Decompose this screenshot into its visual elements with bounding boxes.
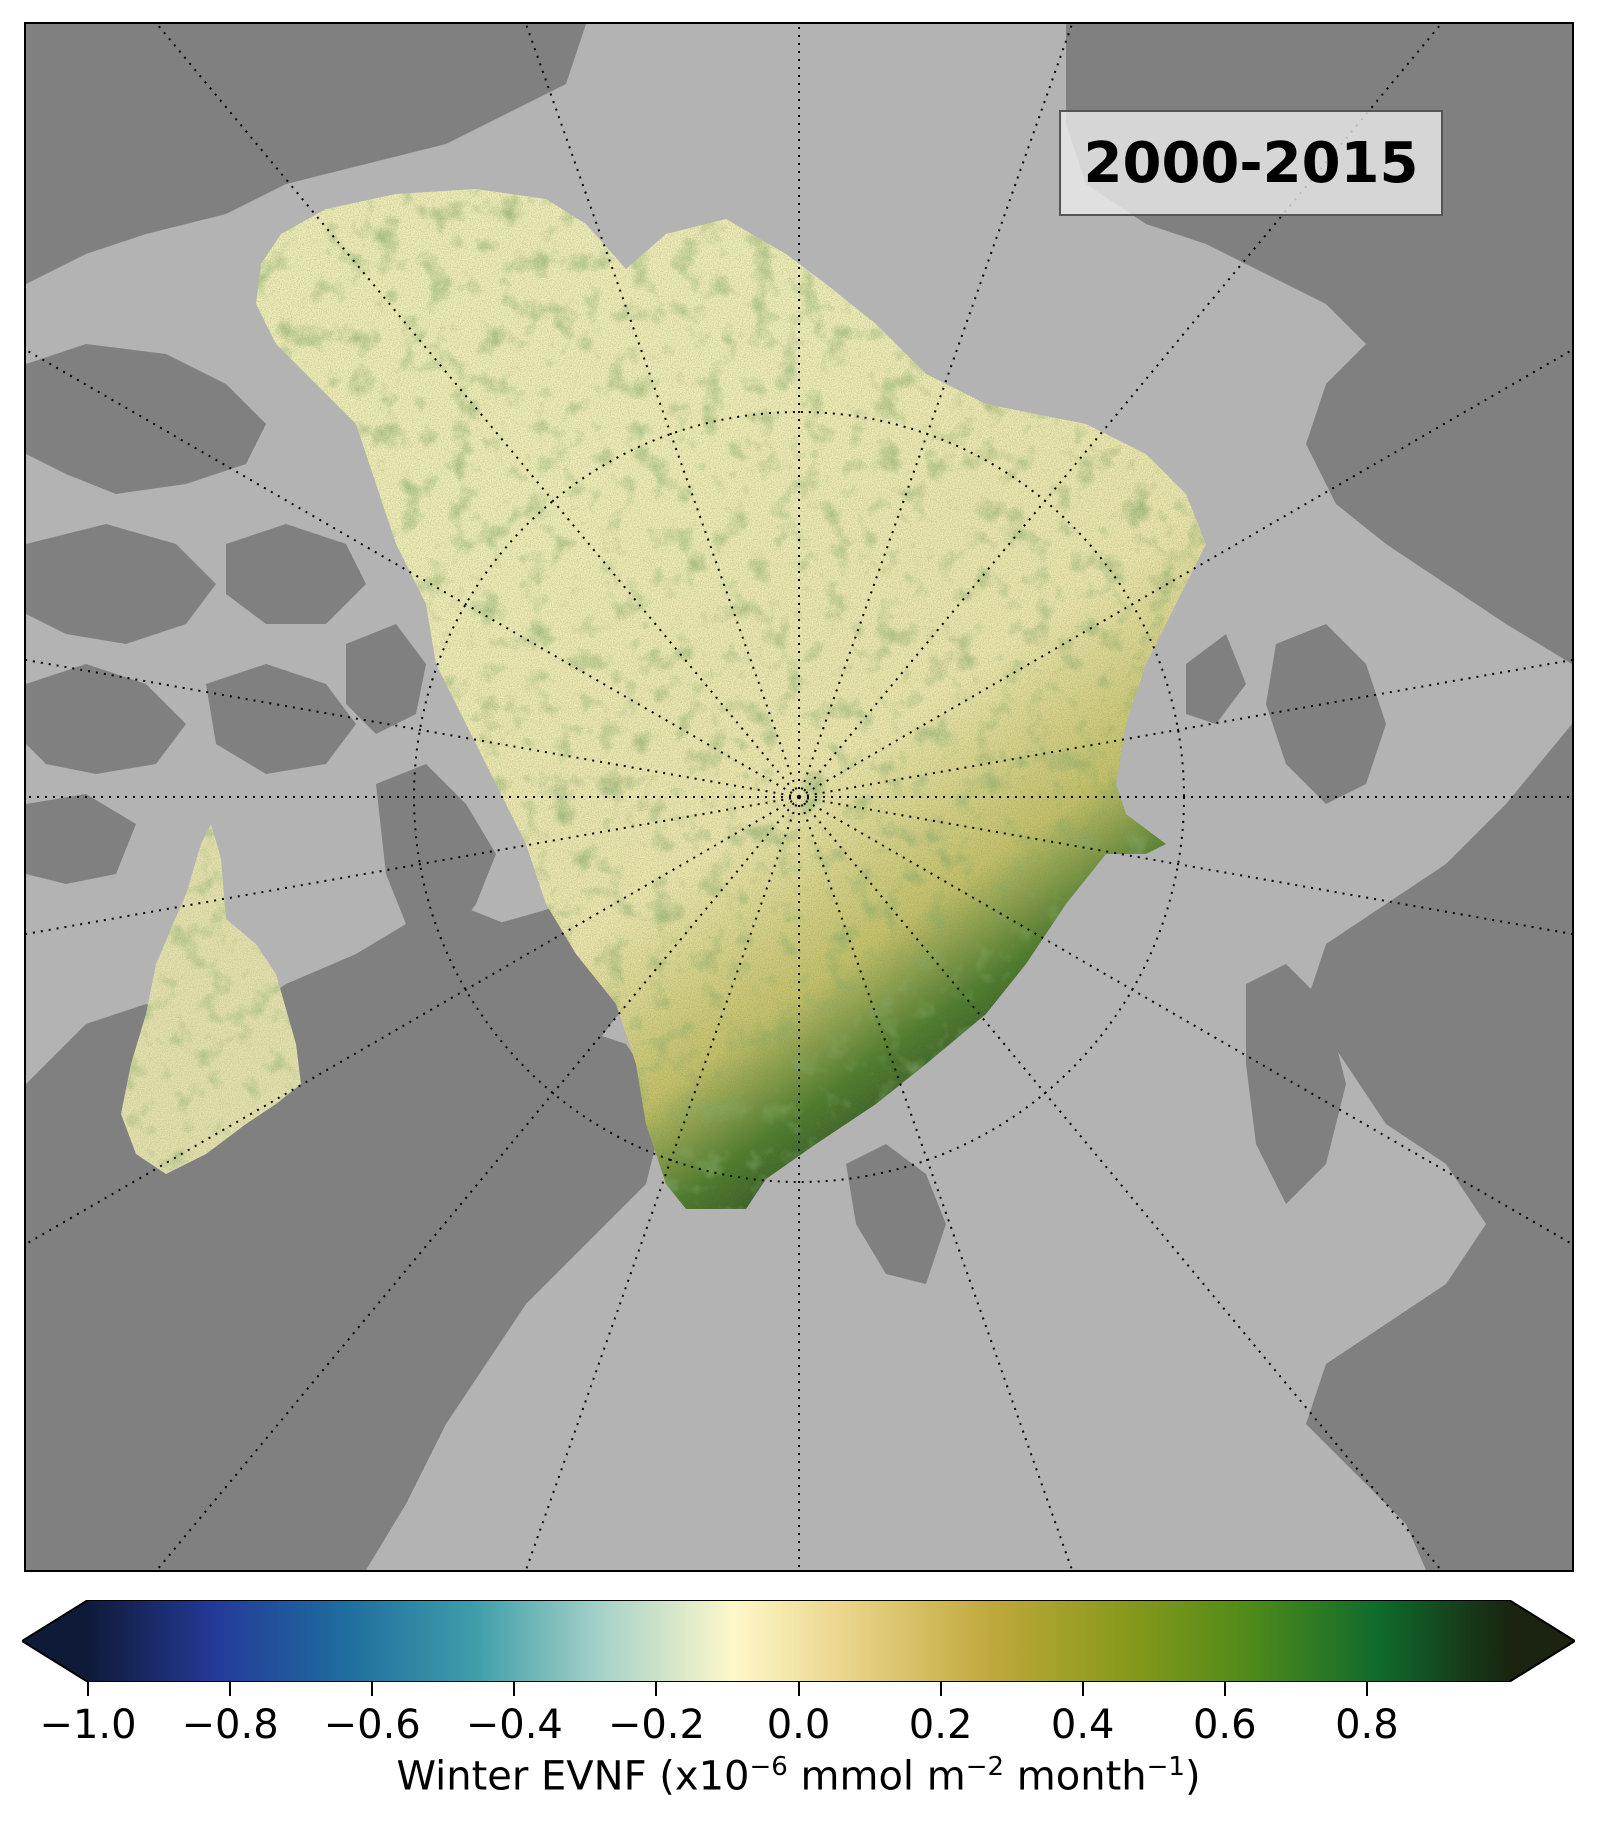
colorbar-body <box>88 1600 1509 1682</box>
period-label-box: 2000-2015 <box>1059 110 1443 216</box>
colorbar-tick-label: 0.0 <box>766 1702 831 1748</box>
colorbar <box>22 1600 1575 1682</box>
colorbar-tick-label: −0.4 <box>465 1702 563 1748</box>
colorbar-ticks: −1.0 −0.8 −0.6 −0.4 −0.2 0.0 0.2 0.4 0.6 0.8 <box>22 1682 1575 1748</box>
colorbar-tick-mark <box>655 1682 658 1696</box>
colorbar-tick-mark <box>371 1682 374 1696</box>
colorbar-tick-label: −0.6 <box>323 1702 421 1748</box>
colorbar-tick-label: 0.2 <box>908 1702 973 1748</box>
colorbar-tick-label: 0.6 <box>1192 1702 1257 1748</box>
colorbar-tick-mark <box>1081 1682 1084 1696</box>
colorbar-tick-mark <box>513 1682 516 1696</box>
colorbar-extend-low <box>22 1600 88 1682</box>
colorbar-tick-mark <box>1223 1682 1226 1696</box>
colorbar-tick-label: −0.2 <box>607 1702 705 1748</box>
colorbar-tick-mark <box>1365 1682 1368 1696</box>
colorbar-tick-mark <box>939 1682 942 1696</box>
polar-map: 2000-2015 <box>24 22 1574 1572</box>
colorbar-tick-mark <box>797 1682 800 1696</box>
colorbar-extend-high <box>1509 1600 1575 1682</box>
period-label: 2000-2015 <box>1083 130 1419 196</box>
colorbar-tick-label: 0.8 <box>1335 1702 1399 1748</box>
colorbar-tick-label: 0.4 <box>1050 1702 1115 1748</box>
colorbar-tick-label: −0.8 <box>181 1702 279 1748</box>
colorbar-graphic <box>22 1600 1575 1682</box>
colorbar-tick-mark <box>87 1682 89 1696</box>
colorbar-tick-mark <box>229 1682 232 1696</box>
map-canvas <box>26 24 1572 1570</box>
colorbar-label: Winter EVNF (x10−6 mmol m−2 month−1) <box>396 1752 1201 1800</box>
colorbar-tick-label: −1.0 <box>39 1702 137 1748</box>
graticule <box>26 24 1572 1570</box>
